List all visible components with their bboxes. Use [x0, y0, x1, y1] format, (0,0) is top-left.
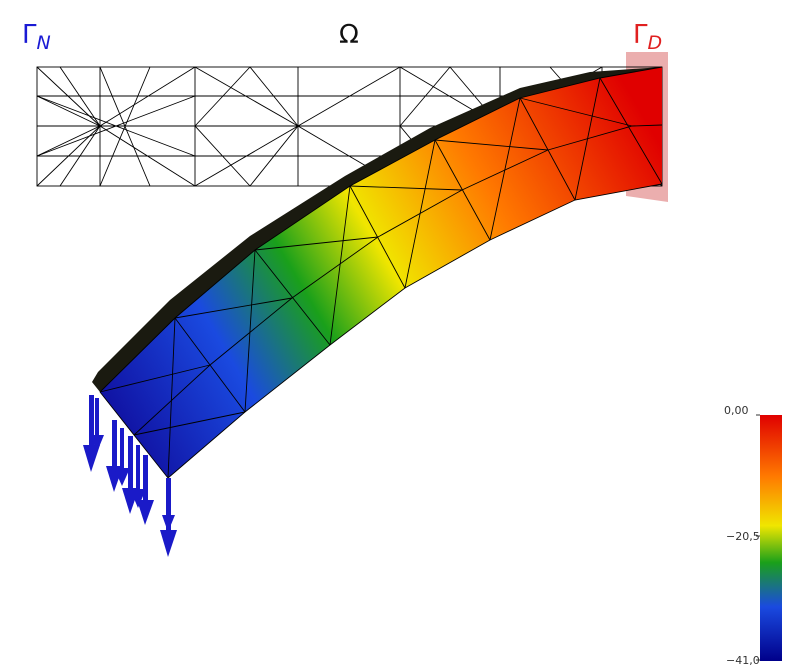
load-arrow — [162, 515, 175, 532]
load-arrow — [130, 445, 146, 508]
load-arrow — [114, 428, 130, 486]
load-arrow — [137, 455, 154, 525]
neumann-boundary-label: ΓN — [22, 20, 51, 54]
deformed-mesh — [99, 66, 663, 479]
dirichlet-boundary-label: ΓD — [633, 20, 662, 54]
colorbar-min-label: −41,0 — [726, 654, 760, 667]
colorbar: 0,00 −20,5 −41,0 — [724, 404, 782, 667]
load-arrows — [83, 395, 177, 557]
colorbar-mid-label: −20,5 — [726, 530, 760, 543]
domain-label: Ω — [339, 20, 359, 50]
deformed-beam-face — [100, 67, 662, 478]
load-arrow — [90, 398, 104, 452]
colorbar-gradient — [760, 415, 782, 661]
colorbar-max-label: 0,00 — [724, 404, 749, 417]
load-arrow — [83, 395, 100, 472]
load-arrow — [160, 478, 177, 557]
